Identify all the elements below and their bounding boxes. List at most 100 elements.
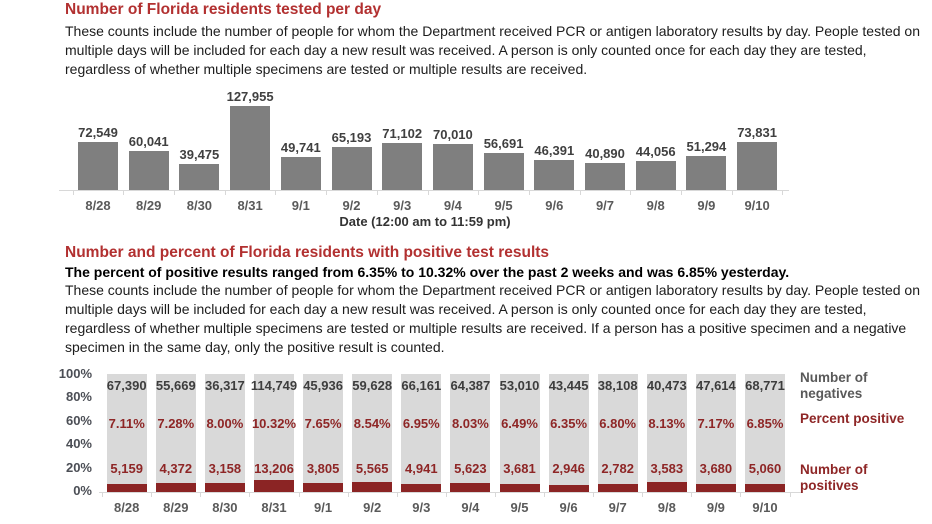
- tests-bar[interactable]: [128, 151, 169, 190]
- tests-bar[interactable]: [382, 143, 423, 190]
- chart2-axis-tick: [102, 493, 104, 497]
- chart2-x-tick-label: 8/31: [261, 500, 287, 515]
- chart2-axis-tick: [396, 493, 398, 497]
- chart1-x-tick-label: 9/10: [744, 198, 770, 213]
- tests-bar[interactable]: [230, 106, 271, 190]
- negatives-bar-segment[interactable]: [204, 374, 245, 483]
- legend-number-of-negatives: Number of negatives: [800, 370, 868, 401]
- legend-number-of-positives: Number of positives: [800, 462, 868, 493]
- tests-bar[interactable]: [686, 156, 727, 190]
- negatives-value: 59,628: [352, 378, 393, 393]
- percent-positive-value: 7.28%: [157, 416, 195, 431]
- tests-bar-value: 40,890: [585, 146, 625, 161]
- tests-bar[interactable]: [534, 160, 575, 190]
- section1-description: These counts include the number of peopl…: [65, 23, 920, 77]
- chart1-axis-tick: [326, 191, 328, 195]
- positives-bar-segment[interactable]: [499, 484, 540, 492]
- positives-bar-segment[interactable]: [745, 484, 785, 492]
- positives-bar-segment[interactable]: [303, 483, 344, 492]
- chart1-axis-tick: [72, 191, 74, 195]
- tests-bar[interactable]: [737, 142, 778, 190]
- tests-bar[interactable]: [179, 164, 220, 190]
- positives-bar-segment[interactable]: [155, 483, 196, 492]
- positives-bar-segment[interactable]: [401, 484, 442, 492]
- negatives-bar-segment[interactable]: [695, 374, 736, 484]
- section2-description: These counts include the number of peopl…: [65, 282, 920, 355]
- negatives-bar-segment[interactable]: [646, 374, 687, 482]
- positives-value: 2,946: [552, 461, 585, 476]
- positives-bar-segment[interactable]: [204, 483, 245, 492]
- negatives-bar-segment[interactable]: [254, 374, 294, 480]
- positives-value: 4,941: [405, 461, 438, 476]
- chart2-x-tick-label: 9/10: [752, 500, 778, 515]
- negatives-bar-segment[interactable]: [745, 374, 785, 484]
- negatives-bar-segment[interactable]: [401, 374, 442, 484]
- chart1-x-tick-label: 9/4: [443, 198, 462, 213]
- chart2-axis-tick: [249, 493, 251, 497]
- tests-bar[interactable]: [78, 142, 118, 190]
- chart1-x-tick-label: 9/7: [595, 198, 615, 213]
- tests-bar[interactable]: [635, 161, 676, 190]
- positives-bar-segment[interactable]: [646, 482, 687, 492]
- negatives-bar-segment[interactable]: [303, 374, 344, 483]
- negatives-bar-segment[interactable]: [548, 374, 589, 485]
- negatives-bar-segment[interactable]: [352, 374, 393, 482]
- chart1-x-axis: [59, 190, 789, 191]
- negatives-value: 38,108: [597, 378, 638, 393]
- negatives-value: 64,387: [450, 378, 491, 393]
- chart2-x-tick-label: 8/30: [212, 500, 238, 515]
- chart1-axis-tick: [478, 191, 480, 195]
- chart2-axis-tick: [445, 493, 447, 497]
- chart2-axis-tick: [298, 493, 300, 497]
- chart2-axis-tick: [347, 493, 349, 497]
- percent-positive-value: 7.17%: [697, 416, 735, 431]
- tests-bar[interactable]: [432, 144, 473, 190]
- chart1-axis-tick: [224, 191, 226, 195]
- section2-title: Number and percent of Florida residents …: [65, 244, 550, 261]
- chart1-x-tick-label: 8/28: [85, 198, 111, 213]
- negatives-value: 66,161: [401, 378, 442, 393]
- chart2-x-tick-label: 9/4: [461, 500, 480, 515]
- positives-bar-segment[interactable]: [254, 480, 294, 492]
- negatives-value: 114,749: [250, 378, 298, 393]
- chart1-x-tick-label: 8/29: [136, 198, 162, 213]
- negatives-bar-segment[interactable]: [597, 374, 638, 484]
- percent-positive-value: 7.65%: [304, 416, 342, 431]
- positives-value: 3,583: [650, 461, 684, 476]
- positives-bar-segment[interactable]: [695, 484, 736, 492]
- tests-bar[interactable]: [483, 153, 524, 190]
- positives-value: 3,805: [306, 461, 340, 476]
- chart2-axis-tick: [789, 493, 791, 497]
- tests-bar[interactable]: [280, 157, 321, 190]
- positives-value: 4,372: [159, 461, 193, 476]
- positives-value: 13,206: [254, 461, 294, 476]
- percent-positive-value: 6.35%: [550, 416, 588, 431]
- chart1-axis-tick: [630, 191, 632, 195]
- chart1-axis-tick: [579, 191, 581, 195]
- positives-bar-segment[interactable]: [450, 483, 491, 492]
- chart1-x-tick-label: 9/9: [697, 198, 716, 213]
- negatives-bar-segment[interactable]: [499, 374, 540, 484]
- negatives-bar-segment[interactable]: [155, 374, 196, 483]
- tests-bar-value: 51,294: [686, 139, 727, 154]
- positives-bar-segment[interactable]: [597, 484, 638, 492]
- positives-value: 2,782: [601, 461, 634, 476]
- chart2-axis-tick: [200, 493, 202, 497]
- positives-bar-segment[interactable]: [548, 485, 589, 492]
- tests-bar[interactable]: [585, 163, 625, 190]
- positives-bar-segment[interactable]: [352, 482, 393, 492]
- negatives-bar-segment[interactable]: [450, 374, 491, 483]
- tests-bar-value: 65,193: [331, 130, 372, 145]
- negatives-bar-segment[interactable]: [106, 374, 147, 484]
- positives-value: 5,623: [454, 461, 487, 476]
- chart2-x-tick-label: 9/5: [510, 500, 529, 515]
- percent-positive-value: 8.54%: [353, 416, 391, 431]
- percent-positive-value: 7.11%: [108, 416, 145, 431]
- chart1-axis-tick: [427, 191, 429, 195]
- chart2-x-tick-label: 9/3: [412, 500, 431, 515]
- positives-value: 5,060: [748, 461, 782, 476]
- positives-bar-segment[interactable]: [106, 484, 147, 492]
- tests-bar[interactable]: [331, 147, 372, 190]
